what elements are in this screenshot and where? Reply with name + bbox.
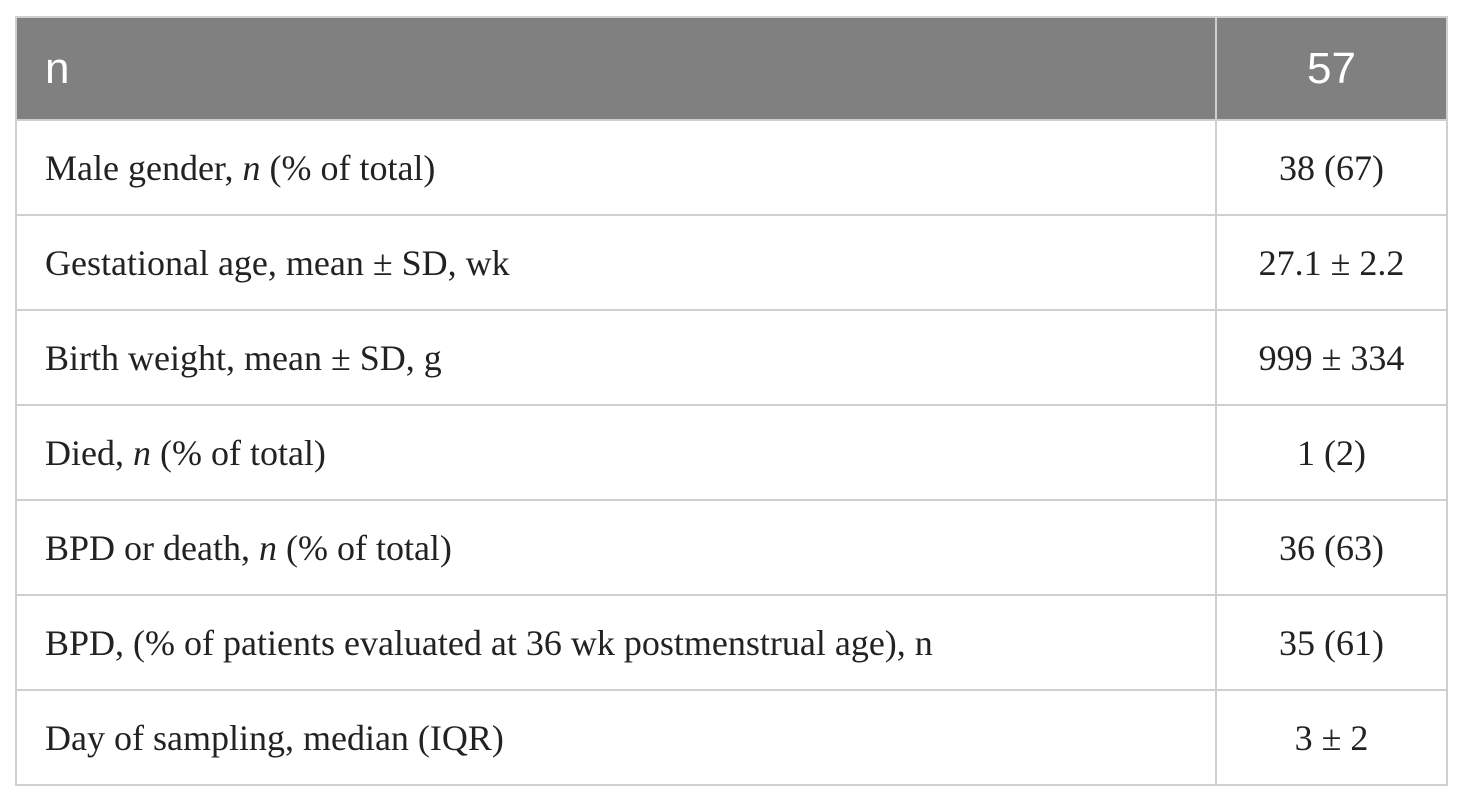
row-label-italic: n bbox=[132, 432, 151, 473]
table-body: Male gender, n (% of total) 38 (67) Gest… bbox=[15, 119, 1448, 786]
row-label-cell: Gestational age, mean ± SD, wk bbox=[15, 214, 1217, 311]
row-label-text: Birth weight, mean ± SD, g bbox=[45, 337, 442, 378]
row-value-cell: 1 (2) bbox=[1215, 404, 1448, 501]
row-label-cell: Male gender, n (% of total) bbox=[15, 119, 1217, 216]
row-value-cell: 3 ± 2 bbox=[1215, 689, 1448, 786]
row-label-text: BPD, (% of patients evaluated at 36 wk p… bbox=[45, 622, 933, 663]
row-label-text: Day of sampling, median (IQR) bbox=[45, 717, 504, 758]
row-label-cell: BPD or death, n (% of total) bbox=[15, 499, 1217, 596]
row-value-cell: 36 (63) bbox=[1215, 499, 1448, 596]
row-label-text: BPD or death, bbox=[45, 527, 259, 568]
table-row: Day of sampling, median (IQR) 3 ± 2 bbox=[15, 689, 1448, 786]
table-row: Gestational age, mean ± SD, wk 27.1 ± 2.… bbox=[15, 214, 1448, 311]
row-label-cell: Birth weight, mean ± SD, g bbox=[15, 309, 1217, 406]
row-value-cell: 999 ± 334 bbox=[1215, 309, 1448, 406]
table-row: Birth weight, mean ± SD, g 999 ± 334 bbox=[15, 309, 1448, 406]
row-label-text: Gestational age, mean ± SD, wk bbox=[45, 242, 510, 283]
table-row: Male gender, n (% of total) 38 (67) bbox=[15, 119, 1448, 216]
row-label-cell: Died, n (% of total) bbox=[15, 404, 1217, 501]
table-row: BPD or death, n (% of total) 36 (63) bbox=[15, 499, 1448, 596]
row-value-cell: 38 (67) bbox=[1215, 119, 1448, 216]
row-label-text: Died, bbox=[45, 432, 133, 473]
row-value-cell: 35 (61) bbox=[1215, 594, 1448, 691]
row-label-cell: BPD, (% of patients evaluated at 36 wk p… bbox=[15, 594, 1217, 691]
row-label-suffix: (% of total) bbox=[260, 147, 436, 188]
row-value-cell: 27.1 ± 2.2 bbox=[1215, 214, 1448, 311]
row-label-text: Male gender, bbox=[45, 147, 243, 188]
row-label-italic: n bbox=[258, 527, 277, 568]
patient-characteristics-table: n 57 Male gender, n (% of total) 38 (67)… bbox=[15, 16, 1448, 786]
header-label-cell: n bbox=[15, 16, 1217, 121]
table-row: BPD, (% of patients evaluated at 36 wk p… bbox=[15, 594, 1448, 691]
header-value-cell: 57 bbox=[1215, 16, 1448, 121]
row-label-italic: n bbox=[242, 147, 261, 188]
row-label-suffix: (% of total) bbox=[276, 527, 452, 568]
table-header: n 57 bbox=[15, 16, 1448, 121]
header-row: n 57 bbox=[15, 16, 1448, 121]
row-label-suffix: (% of total) bbox=[150, 432, 326, 473]
table-row: Died, n (% of total) 1 (2) bbox=[15, 404, 1448, 501]
row-label-cell: Day of sampling, median (IQR) bbox=[15, 689, 1217, 786]
